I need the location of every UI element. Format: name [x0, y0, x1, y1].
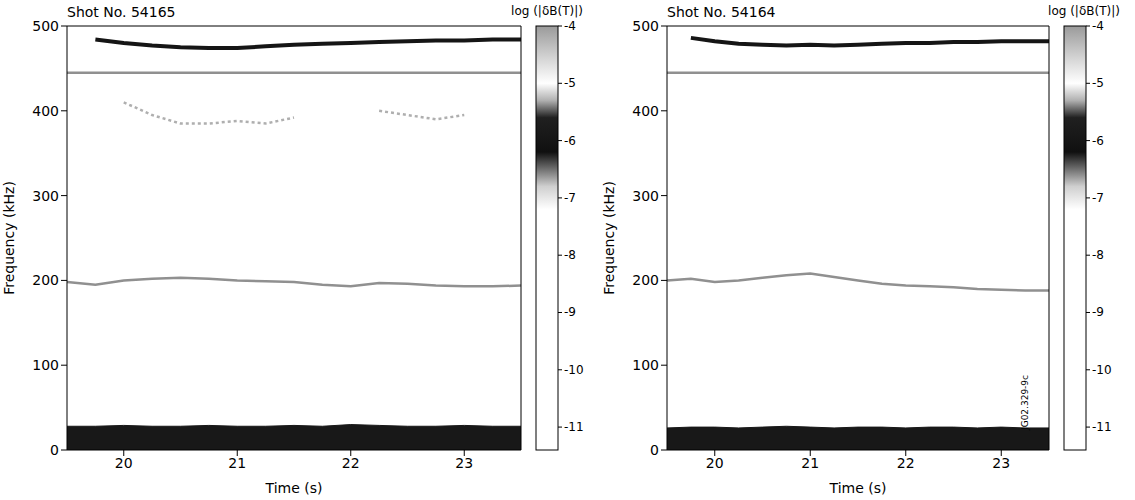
- svg-text:0: 0: [50, 442, 59, 458]
- svg-text:-5: -5: [564, 76, 576, 90]
- svg-text:20: 20: [706, 455, 724, 471]
- svg-text:500: 500: [32, 18, 59, 34]
- svg-text:100: 100: [632, 357, 659, 373]
- svg-text:200: 200: [632, 272, 659, 288]
- svg-text:-6: -6: [564, 134, 576, 148]
- svg-text:21: 21: [801, 455, 819, 471]
- svg-text:-4: -4: [564, 19, 576, 33]
- svg-text:-10: -10: [1092, 363, 1112, 377]
- svg-text:23: 23: [455, 455, 473, 471]
- svg-text:Frequency (kHz): Frequency (kHz): [601, 181, 617, 295]
- svg-text:0: 0: [650, 442, 659, 458]
- svg-text:-8: -8: [564, 248, 576, 262]
- svg-text:-9: -9: [564, 305, 576, 319]
- svg-text:-10: -10: [564, 363, 584, 377]
- html-text:log (|δB(T)|): log (|δB(T)|): [1048, 4, 1120, 18]
- svg-text:200: 200: [32, 272, 59, 288]
- svg-text:Time (s): Time (s): [265, 480, 323, 496]
- svg-text:Frequency (kHz): Frequency (kHz): [1, 181, 17, 295]
- svg-text:-4: -4: [1092, 19, 1104, 33]
- svg-text:22: 22: [897, 455, 915, 471]
- svg-text:-9: -9: [1092, 305, 1104, 319]
- svg-text:22: 22: [342, 455, 360, 471]
- svg-text:-7: -7: [1092, 191, 1104, 205]
- svg-text:-11: -11: [564, 420, 584, 434]
- html-text:Shot No. 54164: Shot No. 54164: [667, 4, 776, 20]
- svg-text:20: 20: [115, 455, 133, 471]
- svg-text:400: 400: [32, 103, 59, 119]
- svg-text:-5: -5: [1092, 76, 1104, 90]
- html-text:log (|δB(T)|): log (|δB(T)|): [511, 4, 583, 18]
- html-text:Shot No. 54165: Shot No. 54165: [67, 4, 176, 20]
- svg-text:-11: -11: [1092, 420, 1112, 434]
- svg-text:-6: -6: [1092, 134, 1104, 148]
- html-text:JG02.329-9c: JG02.329-9c: [1020, 375, 1030, 430]
- svg-text:Time (s): Time (s): [829, 480, 887, 496]
- svg-text:23: 23: [992, 455, 1010, 471]
- svg-text:400: 400: [632, 103, 659, 119]
- svg-text:300: 300: [632, 188, 659, 204]
- svg-text:300: 300: [32, 188, 59, 204]
- svg-text:21: 21: [228, 455, 246, 471]
- svg-text:-8: -8: [1092, 248, 1104, 262]
- svg-text:500: 500: [632, 18, 659, 34]
- svg-text:-7: -7: [564, 191, 576, 205]
- svg-text:100: 100: [32, 357, 59, 373]
